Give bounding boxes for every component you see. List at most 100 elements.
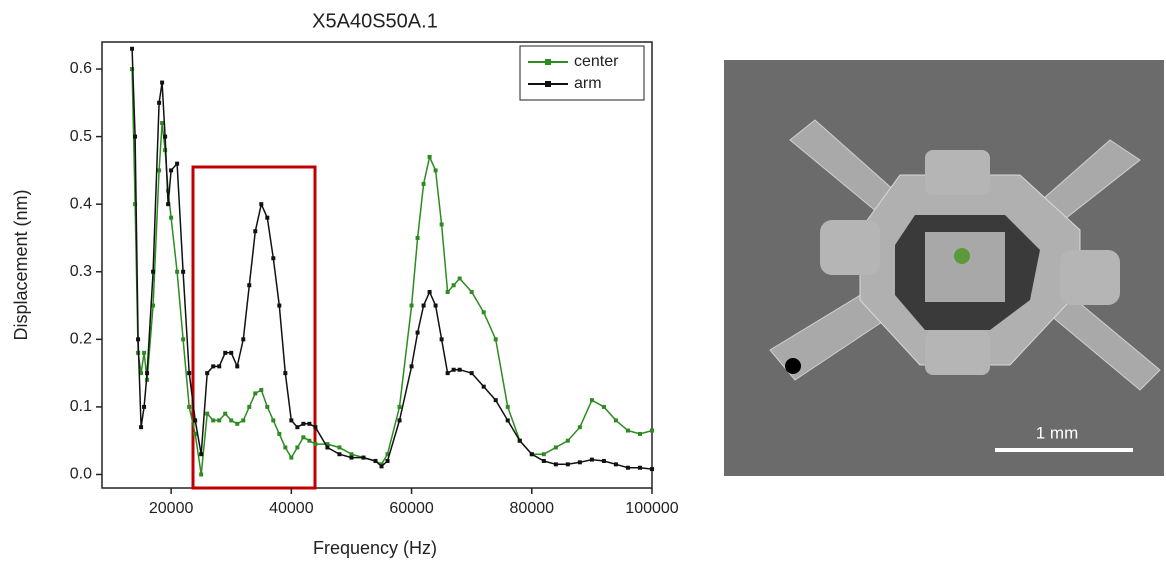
data-point — [247, 404, 252, 409]
data-point — [211, 364, 216, 369]
highlight-box — [191, 165, 317, 490]
y-tick-label: 0.6 — [70, 60, 92, 77]
y-tick-label: 0.4 — [70, 195, 92, 212]
data-point — [289, 455, 294, 460]
data-point — [163, 134, 168, 139]
y-tick-label: 0.1 — [70, 398, 92, 415]
series-line — [131, 68, 653, 475]
data-point — [211, 418, 216, 423]
y-axis-label: Displacement (nm) — [11, 189, 31, 340]
data-point — [421, 303, 426, 308]
data-point — [613, 418, 618, 423]
data-point — [361, 455, 366, 460]
data-point — [481, 310, 486, 315]
data-point — [157, 168, 162, 173]
data-point — [166, 202, 171, 207]
plot-frame — [101, 41, 653, 489]
sem-image: 1 mm — [724, 60, 1164, 476]
data-point — [625, 465, 630, 470]
data-point — [199, 452, 204, 457]
data-point — [187, 404, 192, 409]
scale-label: 1 mm — [1036, 423, 1079, 442]
data-point — [433, 168, 438, 173]
data-point — [451, 367, 456, 372]
data-point — [577, 460, 582, 465]
data-point — [529, 452, 534, 457]
data-point — [169, 215, 174, 220]
data-point — [235, 421, 240, 426]
data-point — [133, 202, 138, 207]
data-point — [253, 391, 258, 396]
x-tick-label: 40000 — [269, 500, 314, 517]
x-tick-label: 100000 — [625, 500, 678, 517]
data-point — [301, 421, 306, 426]
x-tick-label: 20000 — [149, 500, 194, 517]
data-point — [223, 411, 228, 416]
data-point — [175, 269, 180, 274]
data-point — [349, 452, 354, 457]
data-point — [145, 371, 150, 376]
data-point — [229, 418, 234, 423]
data-point — [271, 418, 276, 423]
legend-marker — [545, 59, 551, 65]
data-point — [133, 134, 138, 139]
data-point — [505, 418, 510, 423]
data-point — [187, 371, 192, 376]
data-point — [553, 462, 558, 467]
data-point — [625, 428, 630, 433]
data-point — [379, 464, 384, 469]
y-tick-label: 0.0 — [70, 466, 92, 483]
x-tick-label: 60000 — [389, 500, 434, 517]
data-point — [601, 404, 606, 409]
data-point — [439, 337, 444, 342]
data-point — [205, 411, 210, 416]
data-point — [160, 121, 165, 126]
data-point — [409, 364, 414, 369]
series-line — [131, 48, 653, 470]
data-point — [283, 371, 288, 376]
data-point — [289, 418, 294, 423]
data-point — [295, 425, 300, 430]
data-point — [613, 462, 618, 467]
data-point — [217, 418, 222, 423]
x-axis-label: Frequency (Hz) — [313, 538, 437, 558]
data-point — [493, 398, 498, 403]
data-point — [373, 458, 378, 463]
data-point — [181, 269, 186, 274]
data-point — [169, 168, 174, 173]
data-point — [259, 388, 264, 393]
data-point — [325, 445, 330, 450]
data-point — [193, 418, 198, 423]
data-point — [151, 303, 156, 308]
data-point — [160, 80, 165, 85]
data-point — [136, 337, 141, 342]
data-point — [235, 364, 240, 369]
data-point — [397, 418, 402, 423]
legend-label: center — [574, 53, 619, 70]
data-point — [307, 438, 312, 443]
data-point — [325, 442, 330, 447]
data-point — [637, 465, 642, 470]
data-point — [277, 431, 282, 436]
data-point — [637, 431, 642, 436]
data-point — [337, 445, 342, 450]
data-point — [217, 364, 222, 369]
data-point — [229, 350, 234, 355]
data-point — [193, 431, 198, 436]
data-point — [457, 276, 462, 281]
data-point — [283, 445, 288, 450]
data-point — [415, 330, 420, 335]
y-tick-label: 0.3 — [70, 263, 92, 280]
data-point — [577, 425, 582, 430]
data-point — [415, 235, 420, 240]
data-point — [541, 458, 546, 463]
legend-marker — [545, 81, 551, 87]
data-point — [397, 404, 402, 409]
data-point — [469, 290, 474, 295]
legend-label: arm — [574, 75, 602, 92]
data-point — [451, 283, 456, 288]
data-point — [457, 367, 462, 372]
data-point — [271, 256, 276, 261]
data-point — [151, 269, 156, 274]
